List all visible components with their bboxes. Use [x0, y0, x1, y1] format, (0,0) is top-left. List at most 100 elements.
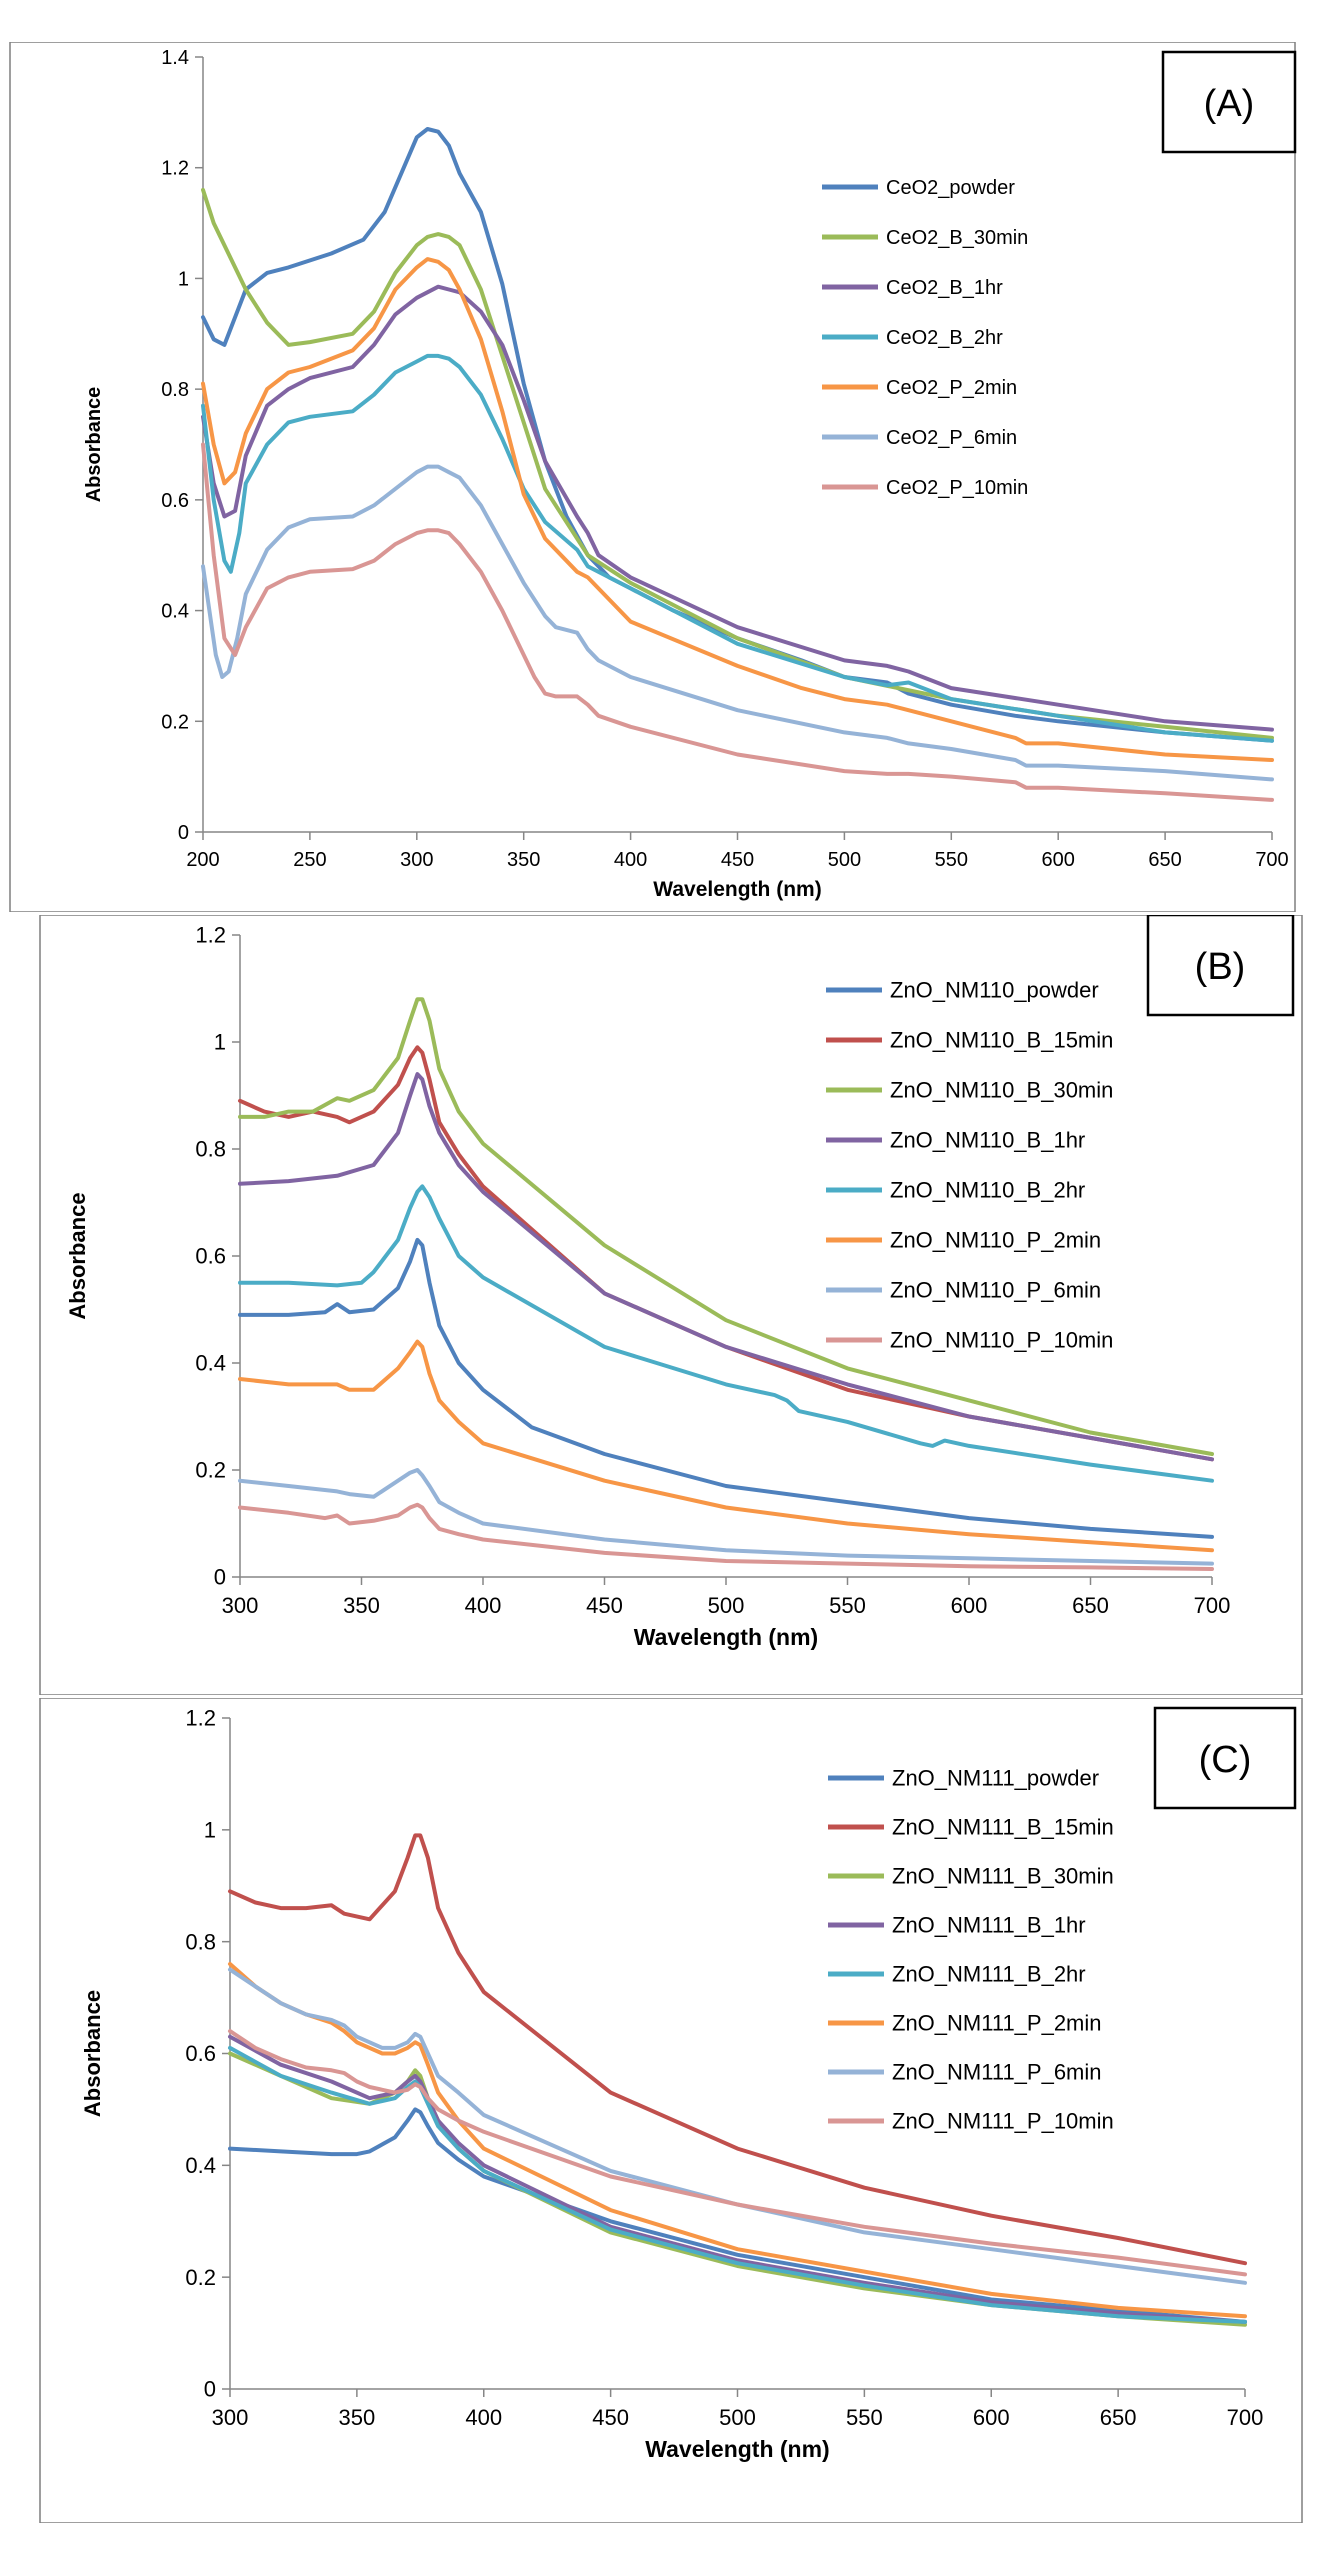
y-tick-label: 0.2 [185, 2265, 216, 2290]
chart-panel-b: 0 0.2 0.4 0.6 0.8 1 1.2 300 350 400 450 500 550 600 65… [39, 915, 1303, 1695]
y-axis-title: Absorbance [65, 1192, 90, 1319]
x-tick-label: 550 [846, 2405, 883, 2430]
x-tick-label: 400 [614, 849, 647, 871]
x-tick-label: 450 [586, 1593, 623, 1618]
x-axis-title: Wavelength (nm) [653, 878, 821, 901]
x-tick-label: 400 [465, 2405, 502, 2430]
y-tick-label: 0.4 [195, 1351, 226, 1376]
legend-label: CeO2_B_1hr [886, 277, 1003, 299]
y-tick-label: 0 [214, 1565, 226, 1590]
x-tick-label: 650 [1100, 2405, 1137, 2430]
x-tick-label: 300 [222, 1593, 259, 1618]
panel-frame [39, 1698, 1303, 2523]
y-tick-label: 0.2 [195, 1458, 226, 1483]
series-line [238, 997, 1214, 1456]
y-tick-label: 1 [178, 268, 189, 290]
series-line [238, 1468, 1214, 1566]
y-tick-label: 1 [204, 1818, 216, 1843]
x-tick-label: 700 [1227, 2405, 1264, 2430]
chart-panel-c: 0 0.2 0.4 0.6 0.8 1 1.2 300 350 400 450 500 550 600 65… [39, 1698, 1303, 2523]
legend-label: ZnO_NM110_B_30min [890, 1078, 1113, 1103]
legend-label: ZnO_NM111_B_30min [892, 1864, 1114, 1889]
x-tick-label: 500 [708, 1593, 745, 1618]
panel-label: (C) [1199, 1739, 1252, 1781]
x-tick-label: 400 [465, 1593, 502, 1618]
x-tick-label: 650 [1148, 849, 1181, 871]
series-line [201, 442, 1274, 802]
y-tick-label: 1.2 [161, 158, 189, 180]
y-tick-label: 0.2 [161, 711, 189, 733]
legend-label: ZnO_NM110_powder [890, 978, 1099, 1003]
series-line [228, 2029, 1247, 2277]
x-tick-label: 250 [293, 849, 326, 871]
y-tick-label: 0.8 [161, 379, 189, 401]
x-tick-label: 550 [935, 849, 968, 871]
legend-label: ZnO_NM111_B_15min [892, 1815, 1114, 1840]
legend-label: ZnO_NM111_B_2hr [892, 1962, 1086, 1987]
x-axis-title: Wavelength (nm) [645, 2436, 829, 2462]
series-line [228, 2107, 1247, 2324]
x-tick-label: 600 [1042, 849, 1075, 871]
x-tick-label: 600 [973, 2405, 1010, 2430]
legend-label: CeO2_P_6min [886, 427, 1017, 449]
legend-label: CeO2_B_2hr [886, 327, 1003, 349]
x-tick-label: 350 [507, 849, 540, 871]
series-line [238, 1502, 1214, 1571]
series-line [238, 1045, 1214, 1462]
panel-label: (B) [1195, 946, 1246, 988]
legend-label: ZnO_NM111_P_10min [892, 2109, 1114, 2134]
y-tick-label: 0.6 [195, 1244, 226, 1269]
series-line [201, 284, 1274, 732]
legend-label: ZnO_NM111_B_1hr [892, 1913, 1086, 1938]
y-tick-label: 1 [214, 1030, 226, 1055]
x-tick-label: 450 [592, 2405, 629, 2430]
panel-label-box [1146, 915, 1295, 1017]
legend-label: CeO2_P_10min [886, 477, 1028, 499]
series-line [201, 257, 1274, 762]
y-tick-label: 0.8 [195, 1137, 226, 1162]
y-axis-title: Absorbance [80, 1990, 105, 2117]
series-line [238, 1184, 1214, 1483]
x-tick-label: 350 [343, 1593, 380, 1618]
panel-frame [39, 915, 1303, 1695]
series-line [238, 1237, 1214, 1539]
x-tick-label: 500 [719, 2405, 756, 2430]
x-tick-label: 350 [339, 2405, 376, 2430]
x-tick-label: 700 [1255, 849, 1288, 871]
x-tick-label: 500 [828, 849, 861, 871]
legend-label: ZnO_NM110_B_2hr [890, 1178, 1085, 1203]
series-line [228, 2045, 1247, 2324]
y-tick-label: 1.2 [185, 1706, 216, 1731]
series-line [201, 464, 1274, 782]
legend-label: ZnO_NM110_P_6min [890, 1278, 1101, 1303]
panel-label: (A) [1204, 83, 1255, 125]
y-tick-label: 0 [178, 822, 189, 844]
x-tick-label: 300 [400, 849, 433, 871]
series-line [228, 2034, 1247, 2324]
legend-label: ZnO_NM111_P_2min [892, 2011, 1102, 2036]
legend-label: ZnO_NM110_B_1hr [890, 1128, 1085, 1153]
series-line [201, 353, 1274, 743]
series-line [228, 1833, 1247, 2266]
x-tick-label: 550 [829, 1593, 866, 1618]
legend-label: ZnO_NM110_P_10min [890, 1328, 1113, 1353]
x-tick-label: 200 [186, 849, 219, 871]
y-tick-label: 1.4 [161, 47, 189, 69]
legend-label: ZnO_NM110_B_15min [890, 1028, 1113, 1053]
panel-label-box [1161, 50, 1297, 154]
y-tick-label: 0.6 [185, 2041, 216, 2066]
legend-label: ZnO_NM110_P_2min [890, 1228, 1101, 1253]
x-tick-label: 650 [1072, 1593, 1109, 1618]
y-tick-label: 0 [204, 2377, 216, 2402]
series-line [238, 1339, 1214, 1553]
y-tick-label: 0.8 [185, 1929, 216, 1954]
panel-label-box [1153, 1706, 1297, 1810]
x-tick-label: 300 [212, 2405, 249, 2430]
legend-label: ZnO_NM111_P_6min [892, 2060, 1102, 2085]
legend-label: CeO2_B_30min [886, 227, 1028, 249]
y-tick-label: 1.2 [195, 923, 226, 948]
x-tick-label: 700 [1194, 1593, 1231, 1618]
y-tick-label: 0.6 [161, 490, 189, 512]
series-line [201, 187, 1274, 740]
legend-label: ZnO_NM111_powder [892, 1766, 1099, 1791]
